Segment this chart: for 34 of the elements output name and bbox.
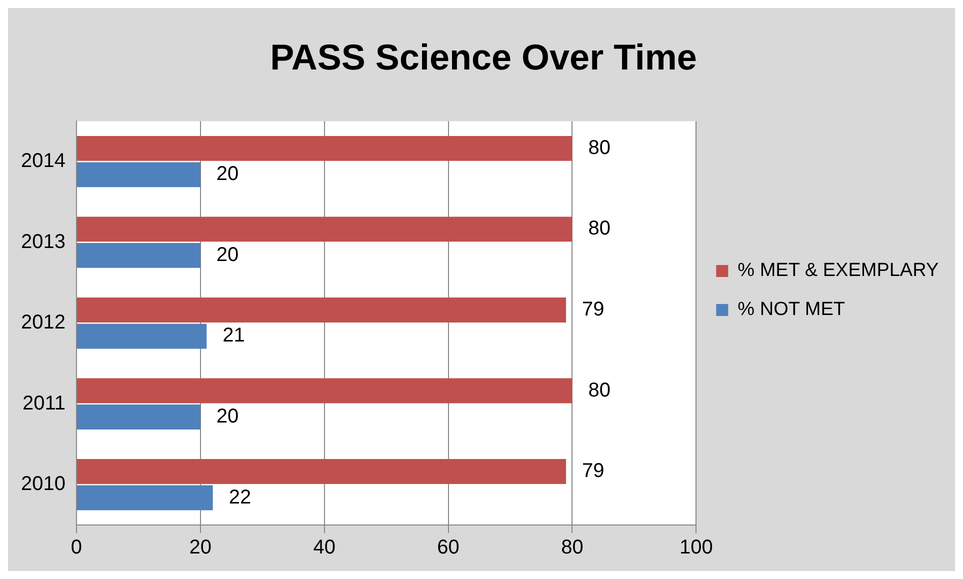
data-label: 80 bbox=[588, 379, 610, 402]
data-label: 79 bbox=[582, 298, 604, 320]
y-tick-label: 2014 bbox=[20, 150, 66, 172]
data-label: 20 bbox=[216, 163, 239, 186]
bar bbox=[76, 216, 572, 242]
data-label: 80 bbox=[588, 218, 610, 240]
bar bbox=[76, 162, 200, 188]
y-tick-label: 2013 bbox=[20, 230, 66, 253]
data-label: 80 bbox=[588, 136, 610, 159]
data-label: 79 bbox=[582, 460, 604, 482]
bar bbox=[76, 136, 572, 161]
bar bbox=[76, 404, 200, 430]
legend-label: % MET & EXEMPLARY bbox=[738, 260, 939, 282]
y-tick-label: 2010 bbox=[20, 473, 66, 496]
bar bbox=[76, 459, 566, 484]
chart-title: PASS Science Over Time bbox=[270, 36, 697, 78]
data-label: 20 bbox=[216, 406, 239, 428]
bar bbox=[76, 485, 213, 510]
data-label: 21 bbox=[222, 324, 245, 347]
data-label: 20 bbox=[216, 244, 239, 266]
bar bbox=[76, 324, 207, 349]
y-tick-label: 2012 bbox=[20, 312, 66, 334]
data-label: 22 bbox=[228, 486, 252, 508]
x-tick-label: 20 bbox=[189, 536, 212, 559]
x-tick-label: 80 bbox=[561, 536, 584, 559]
x-tick-label: 0 bbox=[70, 536, 82, 559]
legend-label: % NOT MET bbox=[738, 299, 846, 320]
bar bbox=[76, 242, 200, 268]
bar bbox=[76, 378, 572, 404]
x-tick-label: 100 bbox=[679, 536, 713, 559]
y-tick-label: 2011 bbox=[22, 392, 66, 414]
x-tick-label: 40 bbox=[313, 536, 336, 559]
x-tick-label: 60 bbox=[437, 536, 460, 559]
bar bbox=[76, 298, 566, 322]
